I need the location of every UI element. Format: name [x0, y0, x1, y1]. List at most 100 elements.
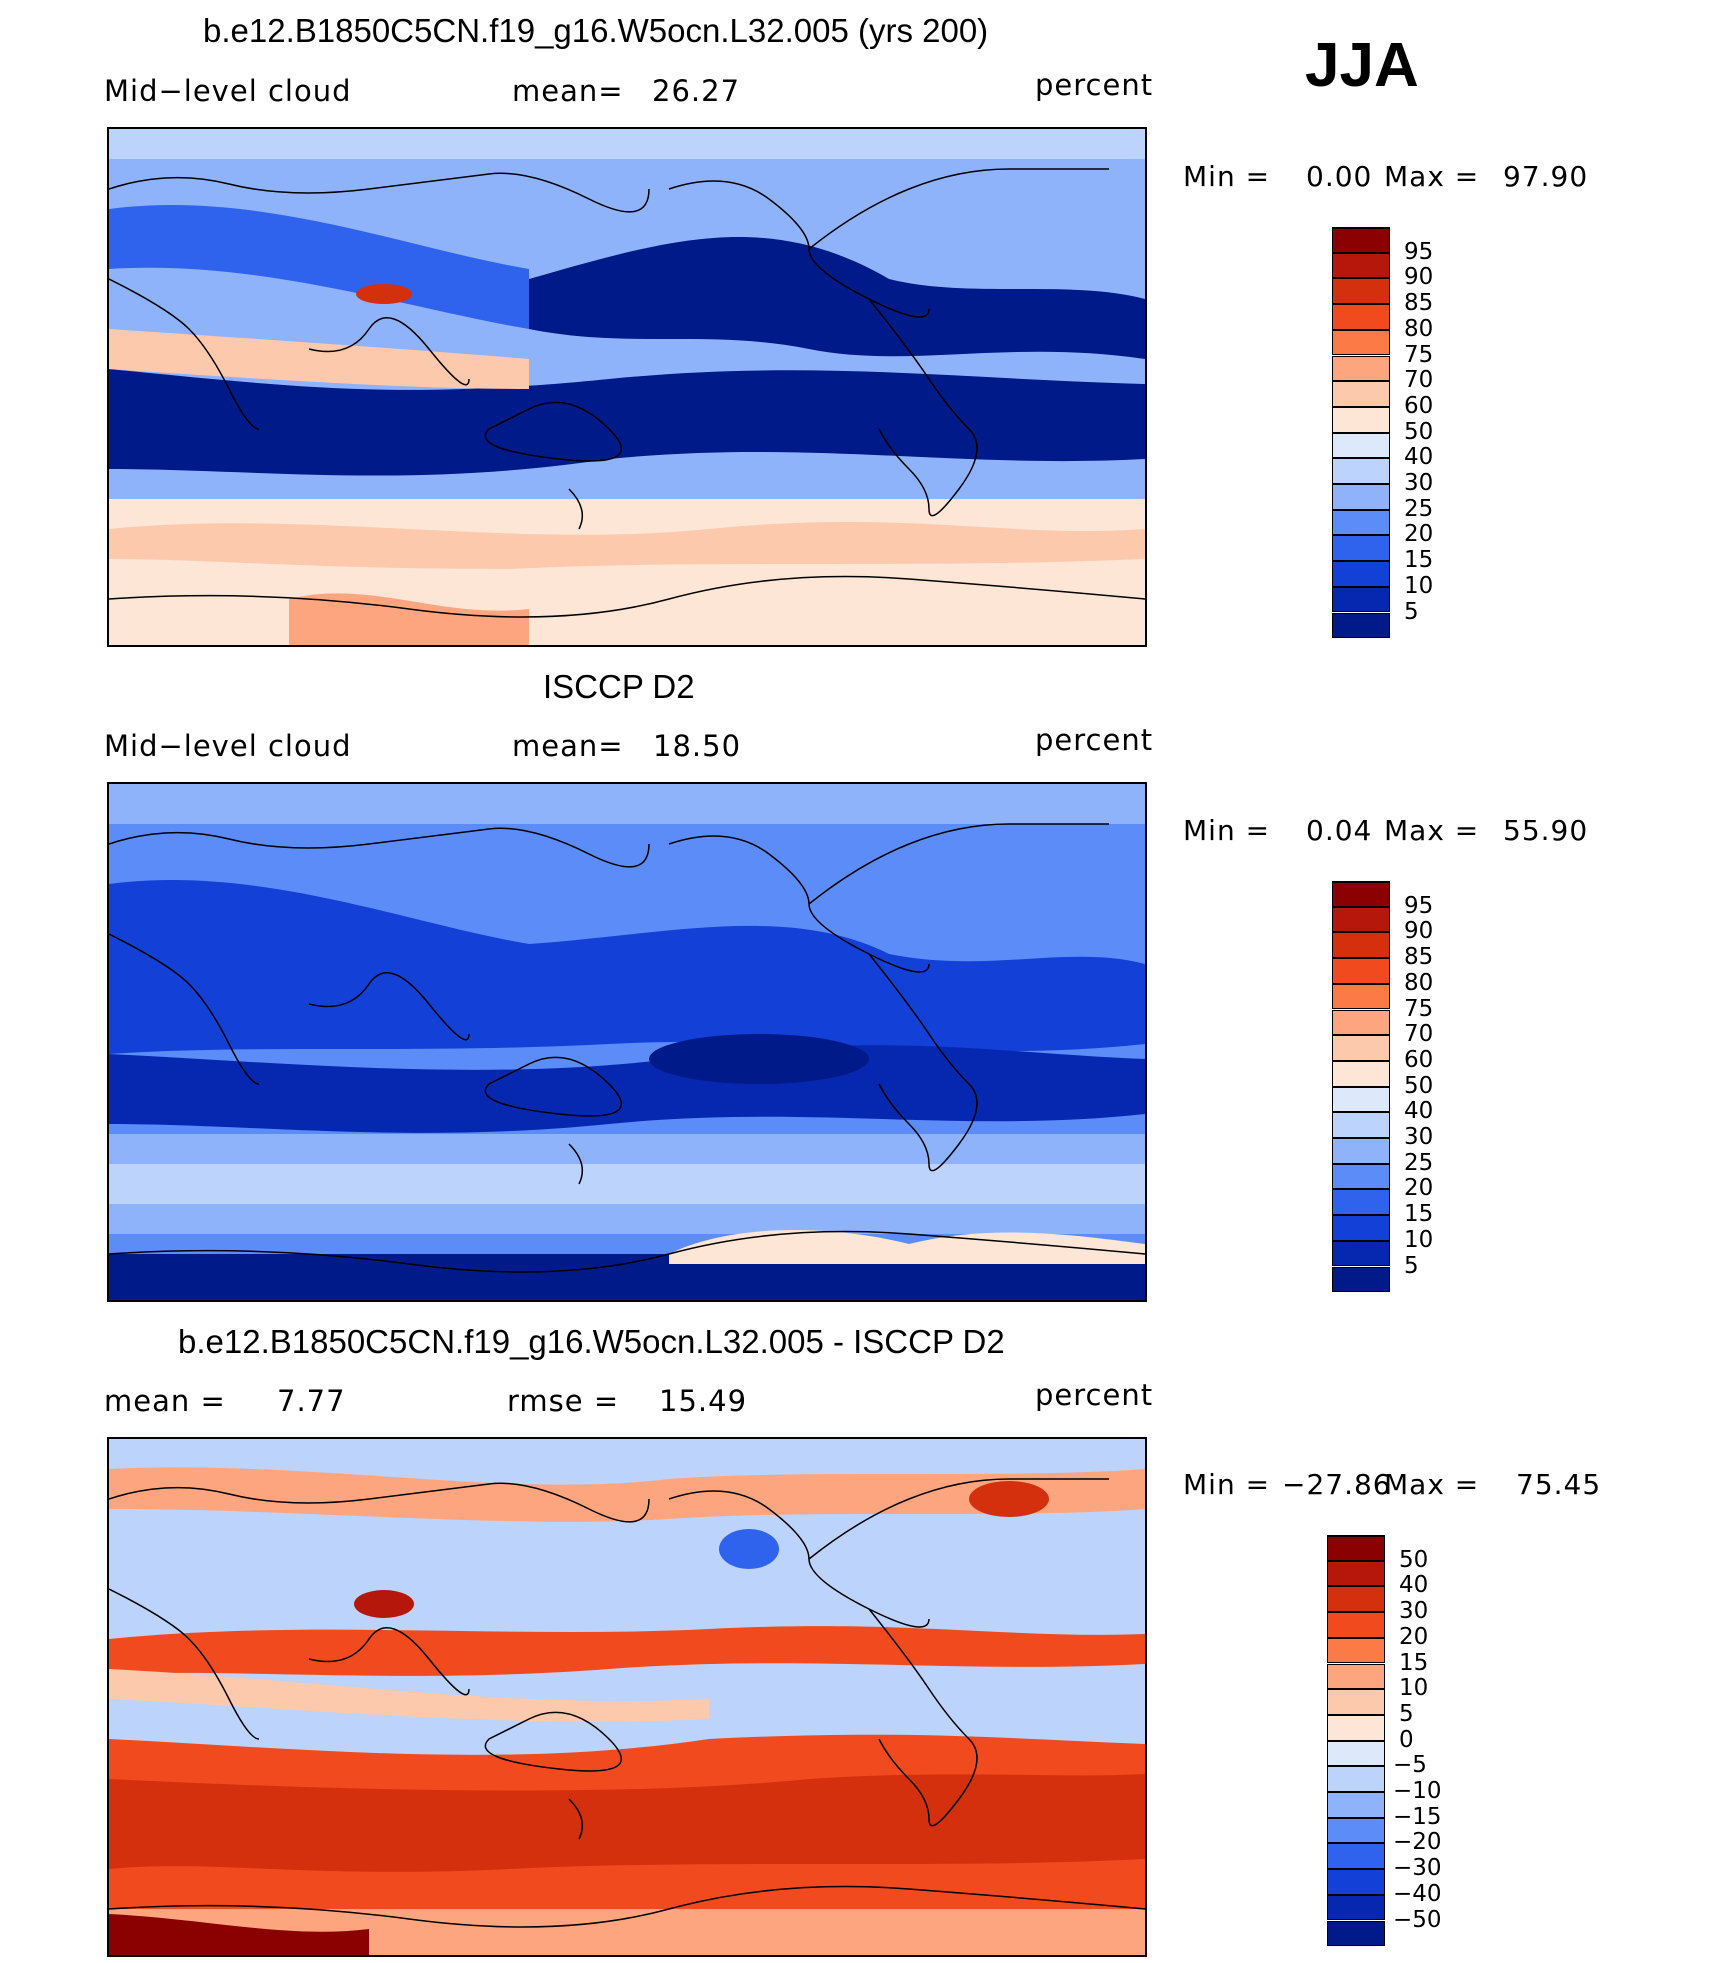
colorbar-swatch: [1327, 1714, 1385, 1741]
panel3-max-label: Max =: [1384, 1468, 1480, 1501]
colorbar-label: 15: [1404, 1201, 1434, 1228]
colorbar-swatch: [1332, 1112, 1390, 1138]
colorbar-swatch: [1332, 535, 1390, 562]
colorbar-label: −30: [1393, 1855, 1442, 1882]
colorbar-label: 70: [1404, 1021, 1434, 1048]
panel2-min-label: Min =: [1183, 814, 1271, 847]
colorbar-label: 20: [1399, 1623, 1429, 1650]
panel1-map-field: [109, 129, 1145, 645]
panel1-min-label: Min =: [1183, 160, 1271, 193]
panel1-mean-value: 26.27: [652, 74, 741, 108]
colorbar-label: 95: [1404, 238, 1434, 265]
panel3-mean-label: mean =: [104, 1384, 226, 1418]
panel2-units: percent: [1035, 723, 1154, 757]
colorbar-label: 10: [1404, 1226, 1434, 1253]
colorbar-label: 0: [1399, 1726, 1414, 1753]
panel1-max-label: Max =: [1384, 160, 1480, 193]
colorbar-label: 80: [1404, 315, 1434, 342]
colorbar-swatch: [1327, 1740, 1385, 1767]
panel3-map: [107, 1437, 1147, 1957]
colorbar-label: 5: [1404, 1252, 1419, 1279]
colorbar-label: 40: [1404, 1098, 1434, 1125]
colorbar-label: −20: [1393, 1829, 1442, 1856]
colorbar-swatch: [1327, 1792, 1385, 1818]
colorbar-swatch: [1332, 881, 1390, 907]
colorbar-swatch: [1327, 1920, 1385, 1947]
colorbar-label: −50: [1393, 1906, 1442, 1933]
panel3-map-field: [109, 1439, 1145, 1955]
colorbar-swatch: [1327, 1843, 1385, 1870]
colorbar-swatch: [1332, 958, 1390, 984]
colorbar-swatch: [1327, 1869, 1385, 1895]
colorbar-label: 15: [1399, 1649, 1429, 1676]
season-label: JJA: [1305, 31, 1419, 100]
colorbar-swatch: [1332, 1189, 1390, 1216]
colorbar-swatch: [1332, 406, 1390, 433]
colorbar-swatch: [1327, 1612, 1385, 1638]
panel1-min-value: 0.00: [1306, 160, 1373, 193]
panel2-max-value: 55.90: [1503, 814, 1589, 847]
colorbar-label: 20: [1404, 1175, 1434, 1202]
colorbar-label: 50: [1404, 418, 1434, 445]
colorbar-label: 60: [1404, 1046, 1434, 1073]
colorbar-swatch: [1327, 1817, 1385, 1844]
panel2-map-field: [109, 784, 1145, 1300]
colorbar-label: 75: [1404, 995, 1434, 1022]
panel3-rmse-label: rmse =: [507, 1384, 620, 1418]
colorbar-swatch: [1327, 1894, 1385, 1921]
panel3-max-value: 75.45: [1516, 1468, 1602, 1501]
colorbar-swatch: [1332, 304, 1390, 330]
colorbar-swatch: [1332, 983, 1390, 1010]
colorbar-label: 60: [1404, 392, 1434, 419]
colorbar-label: −15: [1393, 1803, 1442, 1830]
colorbar-label: 80: [1404, 969, 1434, 996]
colorbar-swatch: [1327, 1663, 1385, 1690]
colorbar-label: −5: [1393, 1752, 1427, 1779]
colorbar-swatch: [1332, 509, 1390, 536]
colorbar-label: 5: [1404, 598, 1419, 625]
panel3-rmse-value: 15.49: [659, 1384, 748, 1418]
colorbar-label: 20: [1404, 521, 1434, 548]
colorbar-swatch: [1332, 612, 1390, 639]
colorbar-label: 90: [1404, 264, 1434, 291]
colorbar-label: 30: [1404, 470, 1434, 496]
colorbar-swatch: [1332, 561, 1390, 587]
colorbar-swatch: [1332, 355, 1390, 382]
colorbar-swatch: [1332, 381, 1390, 407]
colorbar-swatch: [1332, 1163, 1390, 1190]
colorbar-swatch: [1332, 1035, 1390, 1061]
colorbar-label: 40: [1404, 444, 1434, 471]
colorbar-swatch: [1332, 252, 1390, 279]
colorbar-label: 10: [1404, 572, 1434, 599]
panel3-min-value: −27.86: [1282, 1468, 1392, 1501]
colorbar-swatch: [1327, 1637, 1385, 1664]
panel1-units: percent: [1035, 68, 1154, 102]
colorbar-swatch: [1332, 278, 1390, 305]
panel3-min-label: Min =: [1183, 1468, 1271, 1501]
panel1-map: [107, 127, 1147, 647]
colorbar-label: 70: [1404, 367, 1434, 394]
colorbar-label: 25: [1404, 1149, 1434, 1176]
colorbar-swatch: [1332, 458, 1390, 484]
panel2-mean-label: mean=: [512, 729, 624, 763]
colorbar-swatch: [1327, 1560, 1385, 1587]
colorbar-swatch: [1327, 1766, 1385, 1792]
colorbar-swatch: [1327, 1586, 1385, 1613]
colorbar-label: 50: [1399, 1546, 1429, 1573]
panel2-mean-value: 18.50: [653, 729, 742, 763]
colorbar-swatch: [1332, 1009, 1390, 1036]
colorbar-swatch: [1332, 1060, 1390, 1087]
colorbar-swatch: [1327, 1689, 1385, 1715]
panel2-max-label: Max =: [1384, 814, 1480, 847]
colorbar-swatch: [1332, 1266, 1390, 1293]
colorbar-swatch: [1332, 227, 1390, 253]
colorbar-label: 50: [1404, 1072, 1434, 1099]
colorbar-label: 90: [1404, 918, 1434, 945]
colorbar-label: 10: [1399, 1675, 1429, 1702]
colorbar-swatch: [1332, 432, 1390, 459]
panel1-title: b.e12.B1850C5CN.f19_g16.W5ocn.L32.005 (y…: [203, 12, 989, 49]
colorbar-label: 95: [1404, 892, 1434, 919]
panel1-mean-label: mean=: [512, 74, 624, 108]
panel1-max-value: 97.90: [1503, 160, 1589, 193]
colorbar-label: 25: [1404, 495, 1434, 522]
